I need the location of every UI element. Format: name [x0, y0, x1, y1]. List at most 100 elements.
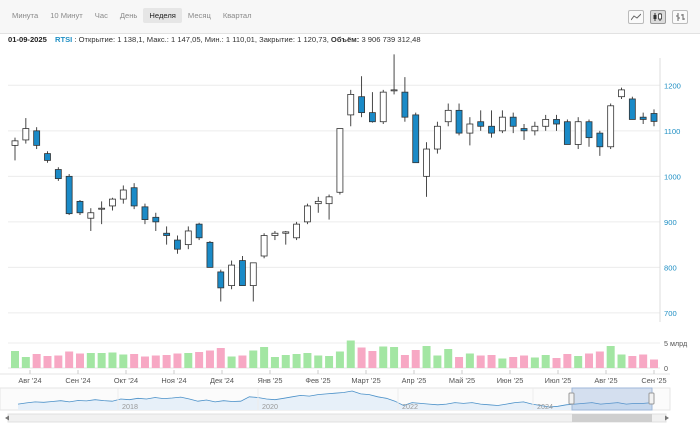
- candle-body[interactable]: [109, 198, 116, 207]
- x-tick-label: Апр '25: [402, 376, 427, 385]
- navigator-handle-right[interactable]: [648, 392, 655, 405]
- candle-body[interactable]: [163, 232, 171, 236]
- volume-bar: [238, 355, 247, 368]
- candle-body[interactable]: [358, 96, 365, 114]
- info-ticker[interactable]: RTSI: [54, 35, 73, 44]
- candle-body[interactable]: [119, 189, 127, 200]
- candle-body[interactable]: [607, 105, 615, 148]
- candle-body[interactable]: [76, 200, 84, 214]
- candle-body[interactable]: [574, 121, 582, 145]
- candle-body[interactable]: [488, 125, 495, 134]
- candle-body[interactable]: [152, 216, 160, 223]
- candle-body[interactable]: [336, 128, 344, 193]
- volume-bar: [86, 353, 95, 368]
- candle-body[interactable]: [553, 119, 560, 125]
- candle-body[interactable]: [130, 187, 138, 207]
- tab-week[interactable]: Неделя: [143, 8, 182, 23]
- candle-body[interactable]: [444, 109, 452, 123]
- scroll-left-arrow-icon[interactable]: [5, 415, 9, 421]
- x-tick-label: Фев '25: [305, 376, 330, 385]
- candle-body[interactable]: [520, 128, 528, 132]
- volume-bar: [303, 353, 312, 368]
- candle-body[interactable]: [65, 175, 73, 215]
- candle-body[interactable]: [563, 121, 571, 145]
- volume-bar: [498, 358, 507, 368]
- candle-body[interactable]: [531, 125, 539, 132]
- volume-bar: [520, 355, 529, 368]
- volume-bar: [357, 347, 366, 368]
- candle-body[interactable]: [596, 132, 604, 148]
- volume-label: Объём: [330, 35, 357, 44]
- navigator-selection[interactable]: [571, 387, 653, 411]
- volume-bar: [97, 353, 106, 368]
- candle-body[interactable]: [639, 116, 647, 120]
- candle-body[interactable]: [325, 196, 333, 205]
- candle-body[interactable]: [455, 109, 463, 134]
- candle-body[interactable]: [628, 98, 636, 120]
- candle-body[interactable]: [542, 119, 550, 127]
- candle-body[interactable]: [22, 128, 30, 141]
- bar-chart-button[interactable]: [672, 10, 688, 24]
- volume-axis-zero: 0: [664, 364, 668, 373]
- candle-body[interactable]: [174, 239, 181, 250]
- candle-body[interactable]: [369, 112, 376, 123]
- line-chart-button[interactable]: [628, 10, 644, 24]
- candle-body[interactable]: [509, 116, 517, 127]
- candle-body[interactable]: [466, 123, 474, 134]
- x-tick-label: Май '25: [449, 376, 475, 385]
- candle-body[interactable]: [33, 130, 41, 146]
- candle-body[interactable]: [498, 116, 506, 132]
- candle-body[interactable]: [271, 232, 279, 236]
- candle-body[interactable]: [477, 121, 485, 127]
- candle-body[interactable]: [206, 241, 214, 268]
- candle-body[interactable]: [585, 121, 593, 139]
- candle-body[interactable]: [44, 153, 51, 161]
- candle-body[interactable]: [401, 91, 409, 118]
- candlestick-chart-button[interactable]: [650, 10, 666, 24]
- volume-bar: [400, 355, 409, 368]
- volume-bar: [108, 352, 117, 368]
- candle-body[interactable]: [412, 114, 420, 164]
- tab-minute[interactable]: Минута: [12, 11, 39, 20]
- candle-body[interactable]: [239, 260, 246, 286]
- candle-body[interactable]: [282, 231, 290, 234]
- tab-10-minutes[interactable]: 10 Минут: [50, 11, 83, 20]
- candle-body[interactable]: [347, 94, 355, 116]
- scroll-right-arrow-icon[interactable]: [665, 415, 669, 421]
- candle-body[interactable]: [228, 264, 236, 286]
- candle-body[interactable]: [304, 205, 311, 223]
- candle-body[interactable]: [11, 140, 19, 146]
- volume-bar: [574, 356, 583, 368]
- candle-body[interactable]: [314, 200, 322, 205]
- candle-body[interactable]: [249, 262, 257, 286]
- volume-bar: [184, 353, 193, 368]
- navigator-handle-left[interactable]: [568, 392, 575, 405]
- close-value: 1 120,73: [297, 35, 327, 44]
- candle-body[interactable]: [98, 207, 106, 210]
- candle-body[interactable]: [618, 89, 625, 98]
- high-label: Макс.:: [146, 35, 169, 44]
- candle-body[interactable]: [423, 148, 430, 177]
- candle-body[interactable]: [195, 223, 203, 239]
- candle-body[interactable]: [217, 271, 225, 289]
- candle-body[interactable]: [293, 223, 300, 239]
- candle-body[interactable]: [379, 91, 387, 123]
- tab-month[interactable]: Месяц: [187, 11, 211, 20]
- candle-body[interactable]: [141, 206, 149, 220]
- candle-body[interactable]: [54, 169, 62, 180]
- candle-body[interactable]: [184, 230, 192, 246]
- volume-bar: [444, 349, 453, 368]
- candle-body[interactable]: [650, 113, 658, 122]
- tab-day[interactable]: День: [119, 11, 138, 20]
- candle-body[interactable]: [260, 235, 268, 257]
- candle-body[interactable]: [433, 125, 441, 150]
- tab-hour[interactable]: Час: [94, 11, 108, 20]
- volume-bar: [465, 353, 474, 368]
- scrollbar-thumb[interactable]: [572, 414, 652, 422]
- candle-body[interactable]: [87, 212, 95, 219]
- volume-bar: [390, 347, 399, 368]
- scrollbar-track[interactable]: [7, 413, 667, 423]
- candle-body[interactable]: [390, 89, 398, 92]
- tab-quarter[interactable]: Квартал: [222, 11, 252, 20]
